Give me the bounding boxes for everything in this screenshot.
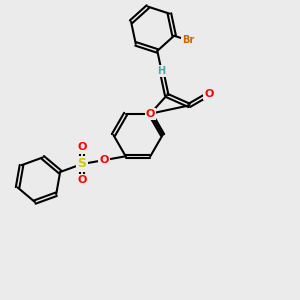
Text: O: O <box>146 109 155 119</box>
Text: H: H <box>158 66 166 76</box>
Text: Br: Br <box>182 35 194 45</box>
Text: O: O <box>99 155 109 165</box>
Text: O: O <box>77 142 87 152</box>
Text: O: O <box>77 176 87 185</box>
Text: O: O <box>204 89 213 99</box>
Text: S: S <box>78 158 87 170</box>
